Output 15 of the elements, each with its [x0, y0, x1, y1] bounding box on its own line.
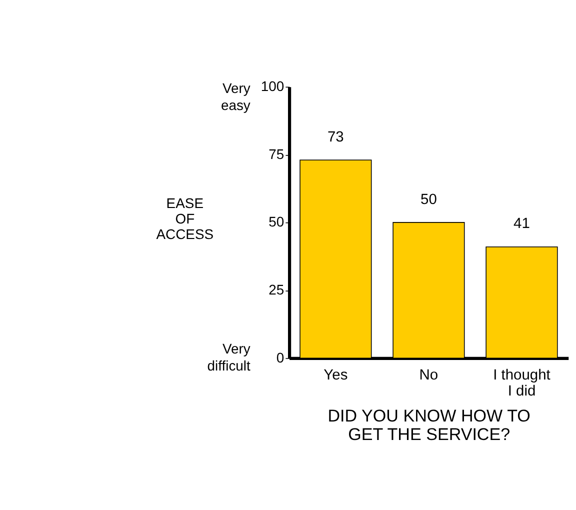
data-label: 50 — [420, 192, 437, 208]
data-label: 73 — [327, 129, 344, 146]
y-tick-label: 50 — [268, 214, 284, 230]
text: Very easy — [220, 80, 250, 114]
x-axis-title: DID YOU KNOW HOW TO GET THE SERVICE? — [328, 406, 530, 444]
y-tick-label: 0 — [276, 349, 284, 366]
x-tick-label: I thought I did — [493, 367, 550, 400]
text: Very difficult — [207, 340, 251, 374]
x-tick-label: Yes — [324, 367, 348, 384]
y-tick-label: 75 — [268, 146, 284, 162]
data-label: 41 — [514, 216, 530, 232]
y-tick-label: 100 — [260, 78, 284, 94]
y-tick-label: 25 — [268, 282, 284, 298]
x-tick-label: No — [419, 367, 438, 384]
y-axis-title: EASE OF ACCESS — [156, 195, 214, 242]
